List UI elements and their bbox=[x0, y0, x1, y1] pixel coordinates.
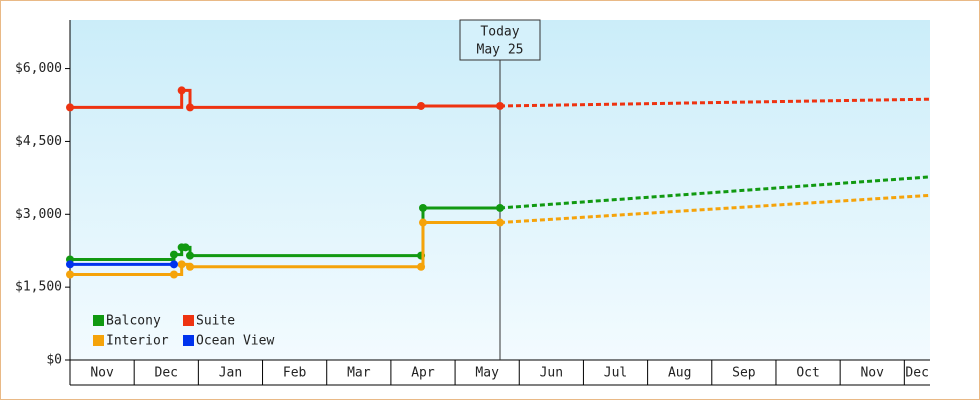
point bbox=[496, 101, 504, 110]
x-tick-label: Jul bbox=[604, 366, 627, 381]
point bbox=[66, 260, 74, 269]
point bbox=[418, 203, 427, 212]
x-tick-label: Jan bbox=[219, 366, 242, 381]
y-tick-label: $3,000 bbox=[15, 207, 62, 222]
point bbox=[417, 101, 426, 110]
today-box bbox=[459, 19, 541, 61]
today-label: Today bbox=[480, 25, 519, 40]
point bbox=[186, 103, 195, 112]
x-tick-label: Aug bbox=[668, 366, 691, 381]
point bbox=[417, 262, 426, 271]
x-tick-label: Sep bbox=[732, 366, 756, 381]
legend-swatch bbox=[183, 315, 194, 326]
point bbox=[496, 203, 504, 212]
legend-swatch bbox=[183, 335, 194, 346]
y-tick-label: $0 bbox=[46, 353, 62, 368]
point bbox=[169, 250, 178, 259]
x-tick-label: Feb bbox=[283, 366, 307, 381]
point bbox=[169, 260, 178, 269]
x-tick-label: Nov bbox=[90, 366, 114, 381]
x-tick-label: Jun bbox=[540, 366, 563, 381]
point bbox=[418, 218, 427, 227]
legend-label: Ocean View bbox=[196, 334, 274, 349]
x-tick-label: May bbox=[475, 366, 499, 381]
x-tick-label: Dec bbox=[155, 366, 178, 381]
point bbox=[177, 86, 186, 95]
y-tick-label: $6,000 bbox=[15, 61, 62, 76]
legend-label: Balcony bbox=[106, 314, 161, 329]
point bbox=[169, 270, 178, 279]
point bbox=[181, 243, 190, 252]
x-tick-label: Dec bbox=[905, 366, 928, 381]
point bbox=[496, 218, 504, 227]
point bbox=[186, 251, 195, 260]
x-tick-label: Apr bbox=[411, 366, 435, 381]
legend-label: Suite bbox=[196, 314, 235, 329]
point bbox=[66, 270, 74, 279]
legend-swatch bbox=[93, 335, 104, 346]
point bbox=[177, 260, 186, 269]
x-tick-label: Nov bbox=[860, 366, 884, 381]
legend-swatch bbox=[93, 315, 104, 326]
x-tick-label: Mar bbox=[347, 366, 371, 381]
today-date: May 25 bbox=[477, 43, 524, 58]
y-tick-label: $1,500 bbox=[15, 280, 62, 295]
point bbox=[66, 103, 74, 112]
point bbox=[186, 262, 195, 271]
x-tick-label: Oct bbox=[796, 366, 819, 381]
y-tick-label: $4,500 bbox=[15, 134, 62, 149]
legend-label: Interior bbox=[106, 334, 169, 349]
